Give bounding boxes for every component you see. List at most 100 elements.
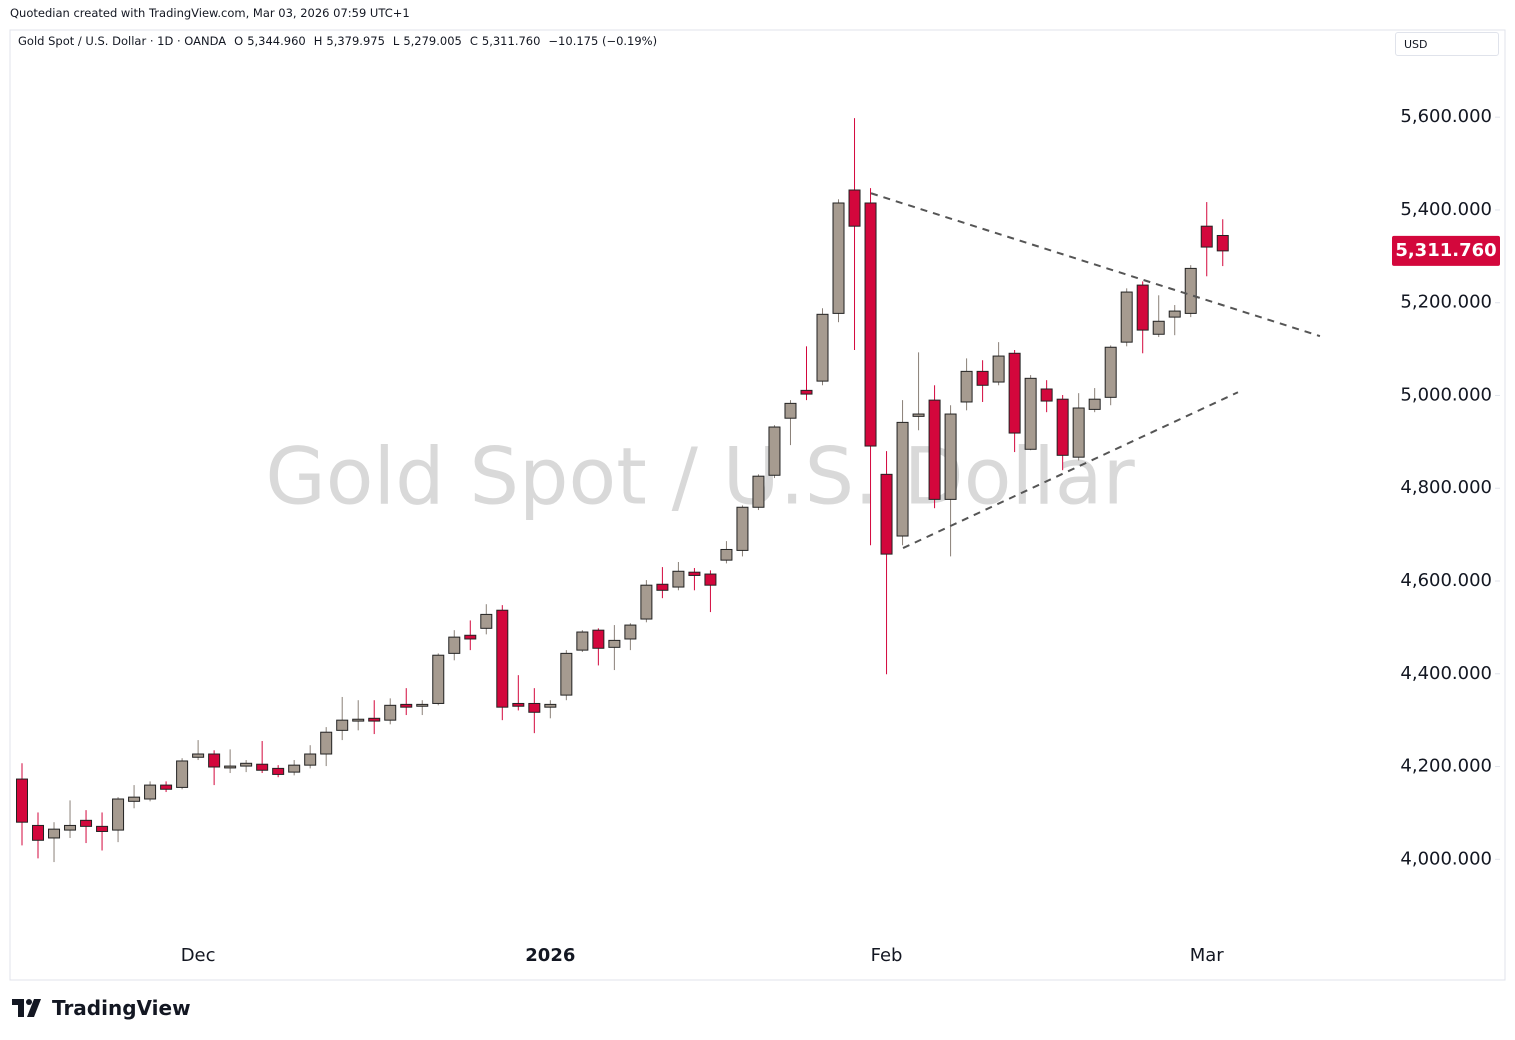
candle-body	[480, 613, 493, 629]
candle-body	[768, 426, 781, 476]
candle-body	[400, 703, 413, 708]
low-key: L	[392, 34, 400, 48]
low-value: 5,279.005	[403, 34, 462, 48]
x-tick-label: Feb	[871, 945, 903, 966]
candle-body	[304, 753, 317, 766]
candle-body	[864, 202, 877, 447]
candle-body	[944, 413, 957, 500]
candle-body	[16, 778, 28, 823]
candle-body	[112, 798, 125, 831]
candle-body	[640, 584, 653, 620]
candle-body	[720, 548, 733, 561]
candle-body	[608, 639, 621, 648]
candle-body	[624, 624, 637, 640]
candle-body	[1184, 267, 1197, 314]
candle-body	[448, 636, 461, 654]
candle-body	[672, 570, 685, 588]
candle-body	[784, 402, 797, 419]
candle-body	[288, 764, 301, 773]
candle-body	[1088, 398, 1101, 410]
trendline	[902, 391, 1239, 549]
brand: TradingView	[12, 996, 191, 1020]
candle-body	[32, 824, 45, 841]
symbol: Gold Spot / U.S. Dollar · 1D · OANDA	[18, 34, 227, 48]
candle-body	[896, 421, 909, 537]
y-tick-label: 4,000.000	[1400, 848, 1492, 869]
candle-body	[960, 370, 973, 403]
high-key: H	[313, 34, 323, 48]
y-tick-label: 4,200.000	[1400, 756, 1492, 777]
candle-body	[208, 753, 221, 768]
candle-body	[352, 718, 365, 722]
candle-body	[576, 631, 589, 651]
x-tick-label: Mar	[1190, 945, 1225, 966]
candle-body	[736, 506, 749, 551]
candle-body	[1136, 284, 1149, 331]
y-tick-label: 5,200.000	[1400, 292, 1492, 313]
candle-body	[240, 762, 253, 767]
candle-body	[256, 763, 269, 771]
currency-button[interactable]: USD	[1395, 32, 1499, 56]
candle-body	[992, 355, 1005, 383]
candle-body	[192, 753, 205, 758]
candle-body	[384, 704, 397, 721]
brand-logo	[12, 999, 41, 1017]
last-price-label: 5,311.760	[1395, 240, 1496, 261]
x-tick-label: Dec	[181, 945, 216, 966]
candle-body	[1104, 346, 1117, 398]
candle-body	[496, 609, 509, 708]
high-value: 5,379.975	[326, 34, 385, 48]
candle-body	[752, 475, 765, 508]
candle-body	[80, 819, 93, 827]
candle-body	[1040, 388, 1053, 402]
candle-body	[656, 583, 669, 591]
candle-body	[1120, 291, 1133, 343]
candle-body	[560, 652, 573, 696]
last-price-tag	[1392, 235, 1500, 266]
candle-body	[880, 473, 893, 555]
candle-body	[704, 573, 717, 586]
y-tick-label: 5,400.000	[1400, 199, 1492, 220]
candle-body	[800, 389, 813, 395]
candle-body	[368, 717, 381, 722]
candle-body	[432, 654, 445, 704]
candle-body	[512, 702, 525, 707]
legend: Gold Spot / U.S. Dollar · 1D · OANDA O 5,…	[18, 34, 657, 48]
candle-body	[544, 703, 557, 708]
y-tick-label: 4,400.000	[1400, 663, 1492, 684]
open-value: 5,344.960	[247, 34, 306, 48]
candle-body	[1152, 320, 1165, 335]
brand-name: TradingView	[52, 996, 191, 1020]
candle-body	[320, 731, 333, 755]
y-tick-label: 4,800.000	[1400, 477, 1492, 498]
candle-body	[912, 413, 925, 417]
credit: Quotedian created with TradingView.com, …	[10, 6, 410, 20]
candle-body	[928, 399, 941, 500]
close-key: C	[469, 34, 478, 48]
candle-body	[816, 313, 829, 382]
x-tick-label: 2026	[525, 945, 575, 966]
candle-body	[144, 784, 157, 800]
candle-body	[464, 634, 477, 640]
candle-body	[592, 629, 605, 649]
close-value: 5,311.760	[481, 34, 541, 48]
candle-body	[336, 719, 349, 731]
candle-body	[848, 189, 861, 227]
candle-body	[272, 767, 285, 775]
candle-body	[96, 825, 109, 832]
y-tick-label: 4,600.000	[1400, 570, 1492, 591]
candle-body	[1216, 234, 1229, 252]
open-key: O	[234, 34, 244, 48]
candle-body	[1072, 407, 1085, 458]
candle-body	[64, 824, 77, 831]
y-tick-label: 5,600.000	[1400, 106, 1492, 127]
panel-border	[9, 29, 1506, 981]
trendline	[870, 192, 1321, 338]
candle-body	[160, 784, 173, 790]
candle-body	[1200, 225, 1213, 248]
candle-body	[1024, 377, 1037, 450]
candle-body	[976, 370, 989, 386]
candle-body	[48, 828, 61, 839]
candle-body	[1168, 310, 1181, 318]
